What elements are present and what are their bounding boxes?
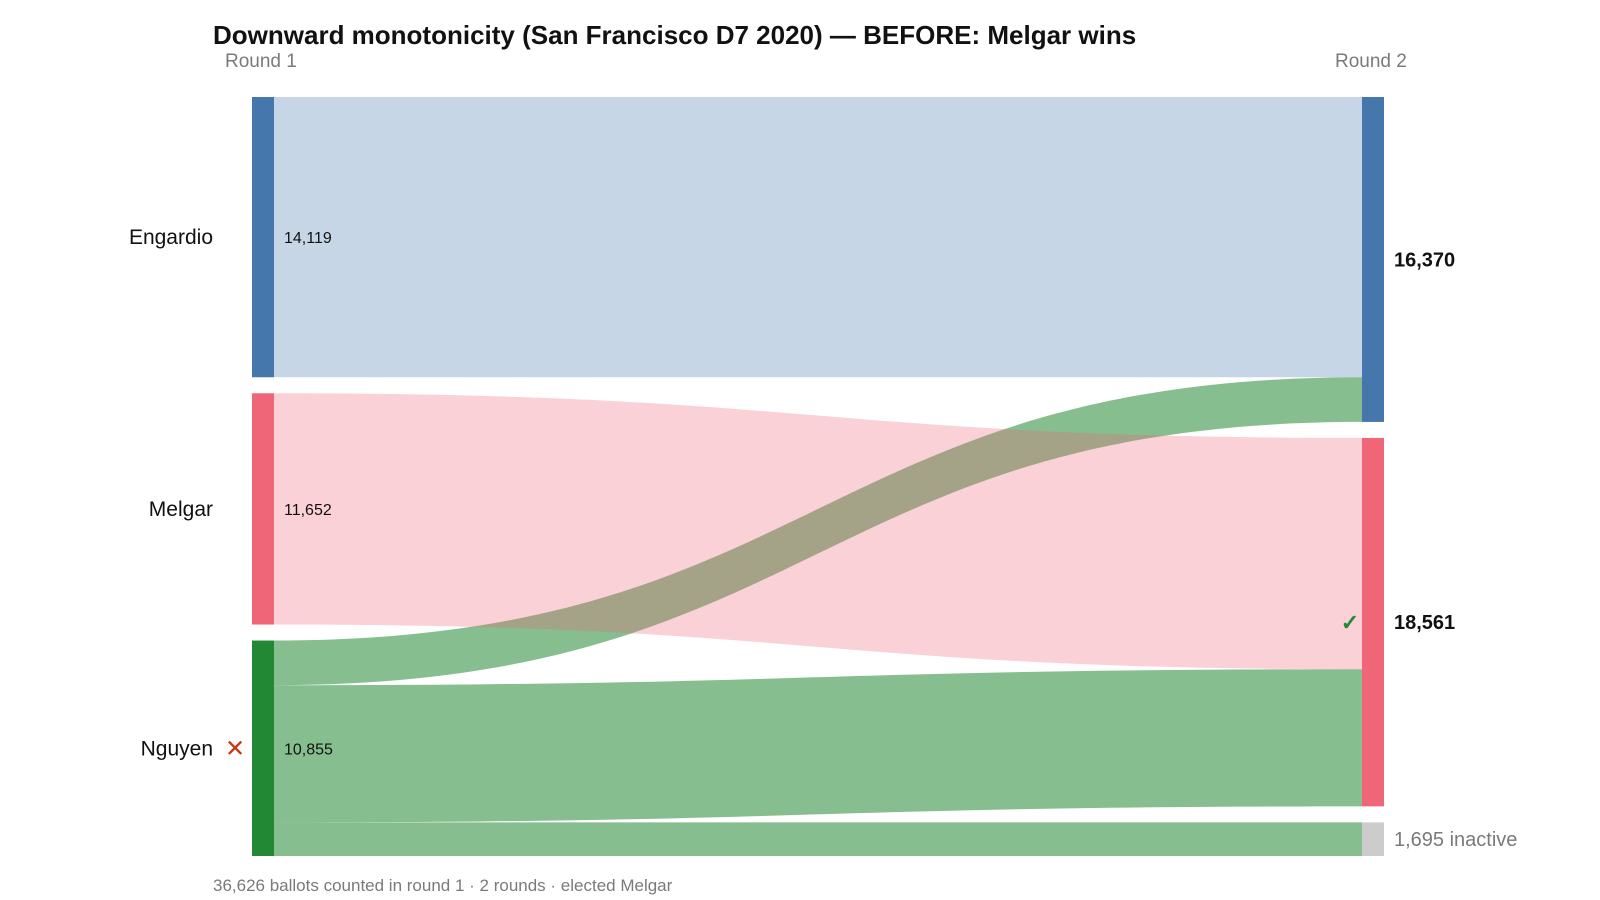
nodes-layer [252, 97, 1384, 856]
round-1-label: Round 1 [225, 51, 297, 72]
winner-check-icon: ✓ [1341, 610, 1359, 635]
round1-value-engardio: 14,119 [284, 230, 332, 247]
round2-bar-melgar [1362, 437, 1384, 807]
round1-bar-melgar [252, 393, 274, 625]
round2-value-melgar: 18,561 [1394, 612, 1455, 634]
round2-bar-inactive [1362, 822, 1384, 856]
flow-melgar-to-melgar [274, 393, 1362, 670]
flow-nguyen-to-inactive [274, 822, 1362, 856]
round1-bar-nguyen [252, 640, 274, 856]
chart-title: Downward monotonicity (San Francisco D7 … [213, 20, 1136, 50]
candidate-label-engardio: Engardio [129, 226, 213, 249]
round2-bar-engardio [1362, 97, 1384, 422]
round2-value-inactive: 1,695 inactive [1394, 829, 1517, 851]
round1-value-melgar: 11,652 [284, 502, 332, 519]
round-2-label: Round 2 [1335, 51, 1407, 72]
round2-value-engardio: 16,370 [1394, 249, 1455, 271]
eliminated-icon: ✕ [225, 735, 245, 762]
flow-nguyen-to-melgar [274, 669, 1362, 823]
flow-engardio-to-engardio [274, 97, 1362, 378]
labels-layer: Engardio 14,119 Melgar 11,652 Nguyen 10,855 ✕ 1… [129, 226, 1517, 851]
candidate-label-melgar: Melgar [149, 498, 213, 521]
round1-value-nguyen: 10,855 [284, 741, 333, 758]
chart-footer: 36,626 ballots counted in round 1 · 2 ro… [213, 876, 673, 895]
round1-bar-engardio [252, 97, 274, 378]
flows-layer [274, 97, 1362, 856]
candidate-label-nguyen: Nguyen [141, 737, 213, 760]
flow-nguyen-to-engardio [274, 377, 1362, 686]
